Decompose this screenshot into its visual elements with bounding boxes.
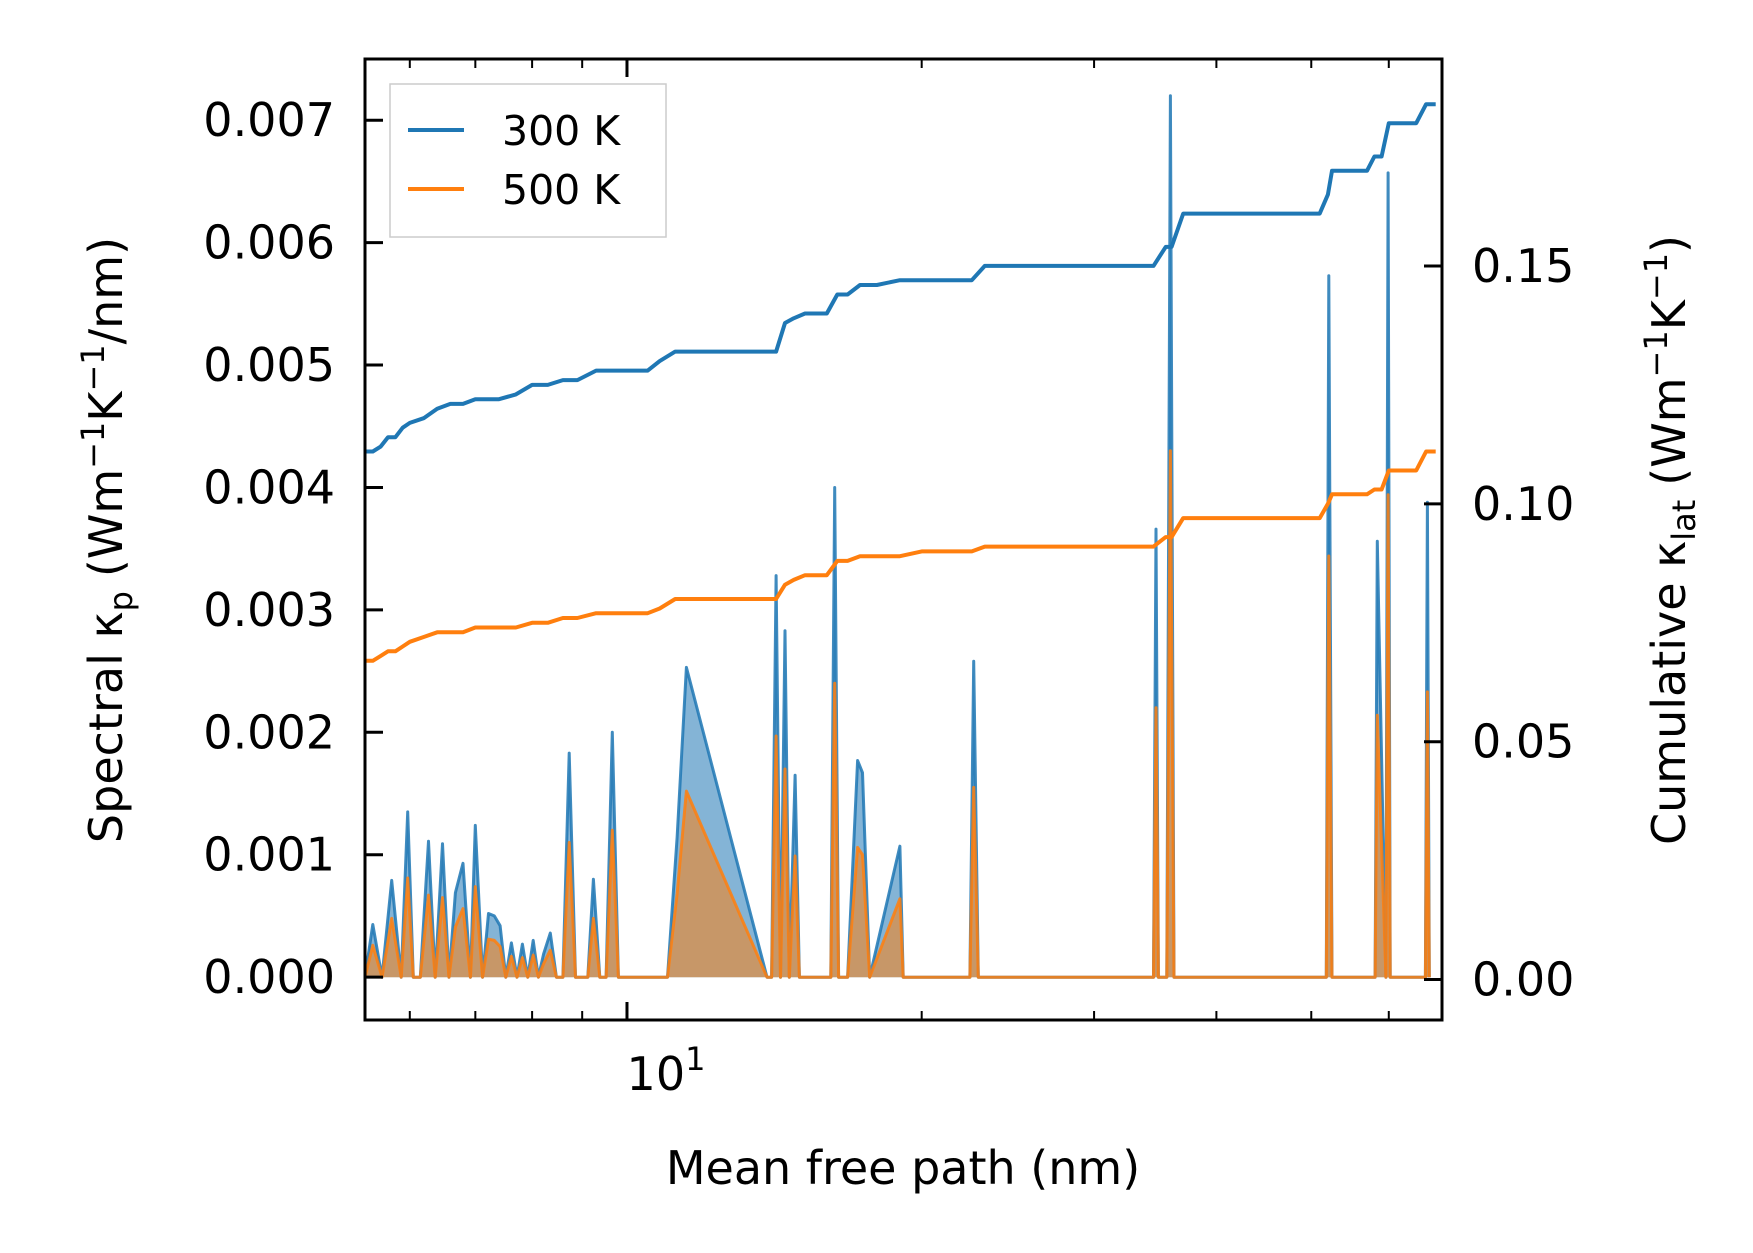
right-y-label-sup2: −1 [1637, 253, 1675, 300]
left-y-label-unit: (Wm [79, 469, 133, 577]
left-tick-label: 0.001 [203, 828, 335, 882]
x-tick-base: 10 [627, 1047, 686, 1101]
left-tick-label: 0.006 [203, 216, 335, 270]
right-y-label-sup1: −1 [1637, 330, 1675, 377]
left-y-label-sup2: −1 [74, 344, 112, 391]
left-y-label-sub: p [102, 591, 140, 611]
x-tick-label: 101 [627, 1040, 706, 1101]
cumulative-line-500k [365, 449, 1436, 663]
left-tick-label: 0.003 [203, 583, 335, 637]
left-y-label-main: Spectral κ [79, 611, 133, 843]
right-y-label-mid: K [1642, 298, 1696, 330]
right-y-label-sub: lat [1665, 500, 1703, 541]
legend-label-500k: 500 K [502, 166, 621, 214]
spectral-fill-layer [365, 94, 1431, 979]
axis-ticks [365, 59, 1442, 1020]
left-y-label-mid: K [79, 390, 133, 422]
left-tick-labels: 0.000 0.001 0.002 0.003 0.004 0.005 0.006 0.007 [203, 93, 335, 1004]
right-tick-label: 0.10 [1472, 477, 1574, 531]
cumulative-line-300k [365, 102, 1436, 454]
legend-box [389, 83, 667, 238]
legend: 300 K 500 K [389, 83, 667, 238]
left-tick-label: 0.004 [203, 460, 335, 514]
left-y-axis-label: Spectral κp(Wm−1K−1/nm) [74, 237, 140, 843]
left-tick-label: 0.007 [203, 93, 335, 147]
cumulative-line-layer [365, 102, 1436, 663]
left-tick-label: 0.000 [203, 950, 335, 1004]
plot-frame [363, 57, 1444, 1022]
left-tick-label: 0.002 [203, 705, 335, 759]
right-y-label-end: ) [1642, 235, 1696, 253]
x-axis-label: Mean free path (nm) [666, 1141, 1140, 1195]
x-tick-exponent: 1 [685, 1040, 705, 1078]
legend-label-300k: 300 K [502, 107, 621, 155]
right-y-label-main: Cumulative κ [1642, 541, 1696, 845]
right-tick-label: 0.05 [1472, 715, 1574, 769]
left-tick-label: 0.005 [203, 338, 335, 392]
right-y-label-unit: (Wm [1642, 377, 1696, 485]
left-y-label-end: /nm) [79, 237, 133, 344]
right-tick-label: 0.15 [1472, 239, 1574, 293]
right-tick-labels: 0.00 0.05 0.10 0.15 [1472, 239, 1574, 1007]
right-tick-label: 0.00 [1472, 953, 1574, 1007]
left-y-label-sup1: −1 [74, 422, 112, 469]
spectral-line-500k [365, 449, 1431, 979]
right-y-axis-label: Cumulative κlat(Wm−1K−1) [1637, 235, 1703, 845]
